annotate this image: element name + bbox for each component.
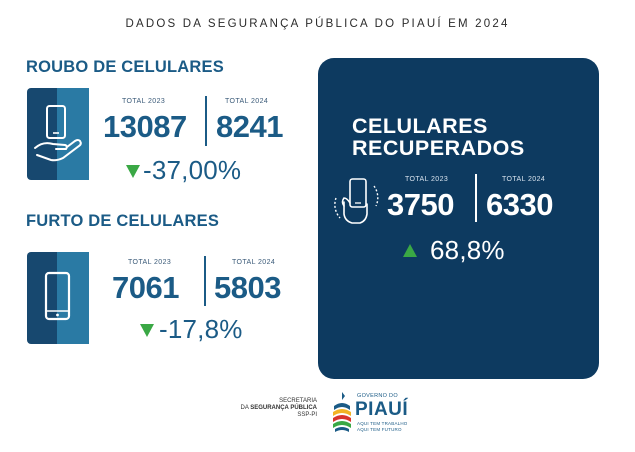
trend-down-icon xyxy=(126,165,140,178)
ssp-logo-text: SECRETARIA DA SEGURANÇA PÚBLICA SSP-PI xyxy=(222,398,317,419)
piaui-flag-mark-icon xyxy=(333,392,351,432)
roubo-change: -37,00% xyxy=(143,155,242,185)
gov-tagline-1: AQUI TEM TRABALHO xyxy=(357,421,408,426)
hand-holding-phone-icon xyxy=(34,105,82,162)
recuperados-title-line2: RECUPERADOS xyxy=(352,136,525,160)
recuperados-change: 68,8% xyxy=(430,235,505,265)
recuperados-label-2024: TOTAL 2024 xyxy=(502,176,546,183)
roubo-label-2023: TOTAL 2023 xyxy=(122,98,166,105)
furto-divider xyxy=(204,256,206,306)
hand-holding-phone-outline-icon xyxy=(334,178,379,224)
gov-big-text: PIAUÍ xyxy=(355,399,409,420)
recuperados-divider xyxy=(475,174,477,222)
governo-piaui-logo: GOVERNO DO PIAUÍ AQUI TEM TRABALHO AQUI … xyxy=(330,390,420,434)
roubo-icon-block xyxy=(27,88,89,180)
furto-value-2023: 7061 xyxy=(112,270,179,305)
ssp-line2-bold: SEGURANÇA PÚBLICA xyxy=(250,405,317,411)
recuperados-title-line1: CELULARES xyxy=(352,114,488,138)
roubo-label-2024: TOTAL 2024 xyxy=(225,98,269,105)
recuperados-value-2023: 3750 xyxy=(387,187,454,222)
ssp-line3: SSP-PI xyxy=(297,412,317,418)
page-header: DADOS DA SEGURANÇA PÚBLICA DO PIAUÍ EM 2… xyxy=(125,18,510,30)
trend-down-icon xyxy=(140,324,154,337)
gov-small-text: GOVERNO DO xyxy=(357,393,398,399)
recuperados-value-2024: 6330 xyxy=(486,187,553,222)
roubo-divider xyxy=(205,96,207,146)
furto-value-2024: 5803 xyxy=(214,270,281,305)
recuperados-panel: CELULARES RECUPERADOS TOTAL 2023 TOTAL 2… xyxy=(318,58,599,379)
roubo-value-2024: 8241 xyxy=(216,109,283,144)
smartphone-icon xyxy=(44,271,71,321)
roubo-title: ROUBO DE CELULARES xyxy=(26,58,224,76)
furto-icon-block xyxy=(27,252,89,344)
roubo-value-2023: 13087 xyxy=(103,109,187,144)
recuperados-label-2023: TOTAL 2023 xyxy=(405,176,449,183)
furto-label-2023: TOTAL 2023 xyxy=(128,259,172,266)
furto-label-2024: TOTAL 2024 xyxy=(232,259,276,266)
furto-title: FURTO DE CELULARES xyxy=(26,212,220,230)
ssp-line2-prefix: DA xyxy=(240,405,251,411)
ssp-line1: SECRETARIA xyxy=(279,398,317,404)
trend-up-icon xyxy=(403,244,417,257)
furto-change: -17,8% xyxy=(159,314,243,344)
gov-tagline-2: AQUI TEM FUTURO xyxy=(357,427,402,432)
